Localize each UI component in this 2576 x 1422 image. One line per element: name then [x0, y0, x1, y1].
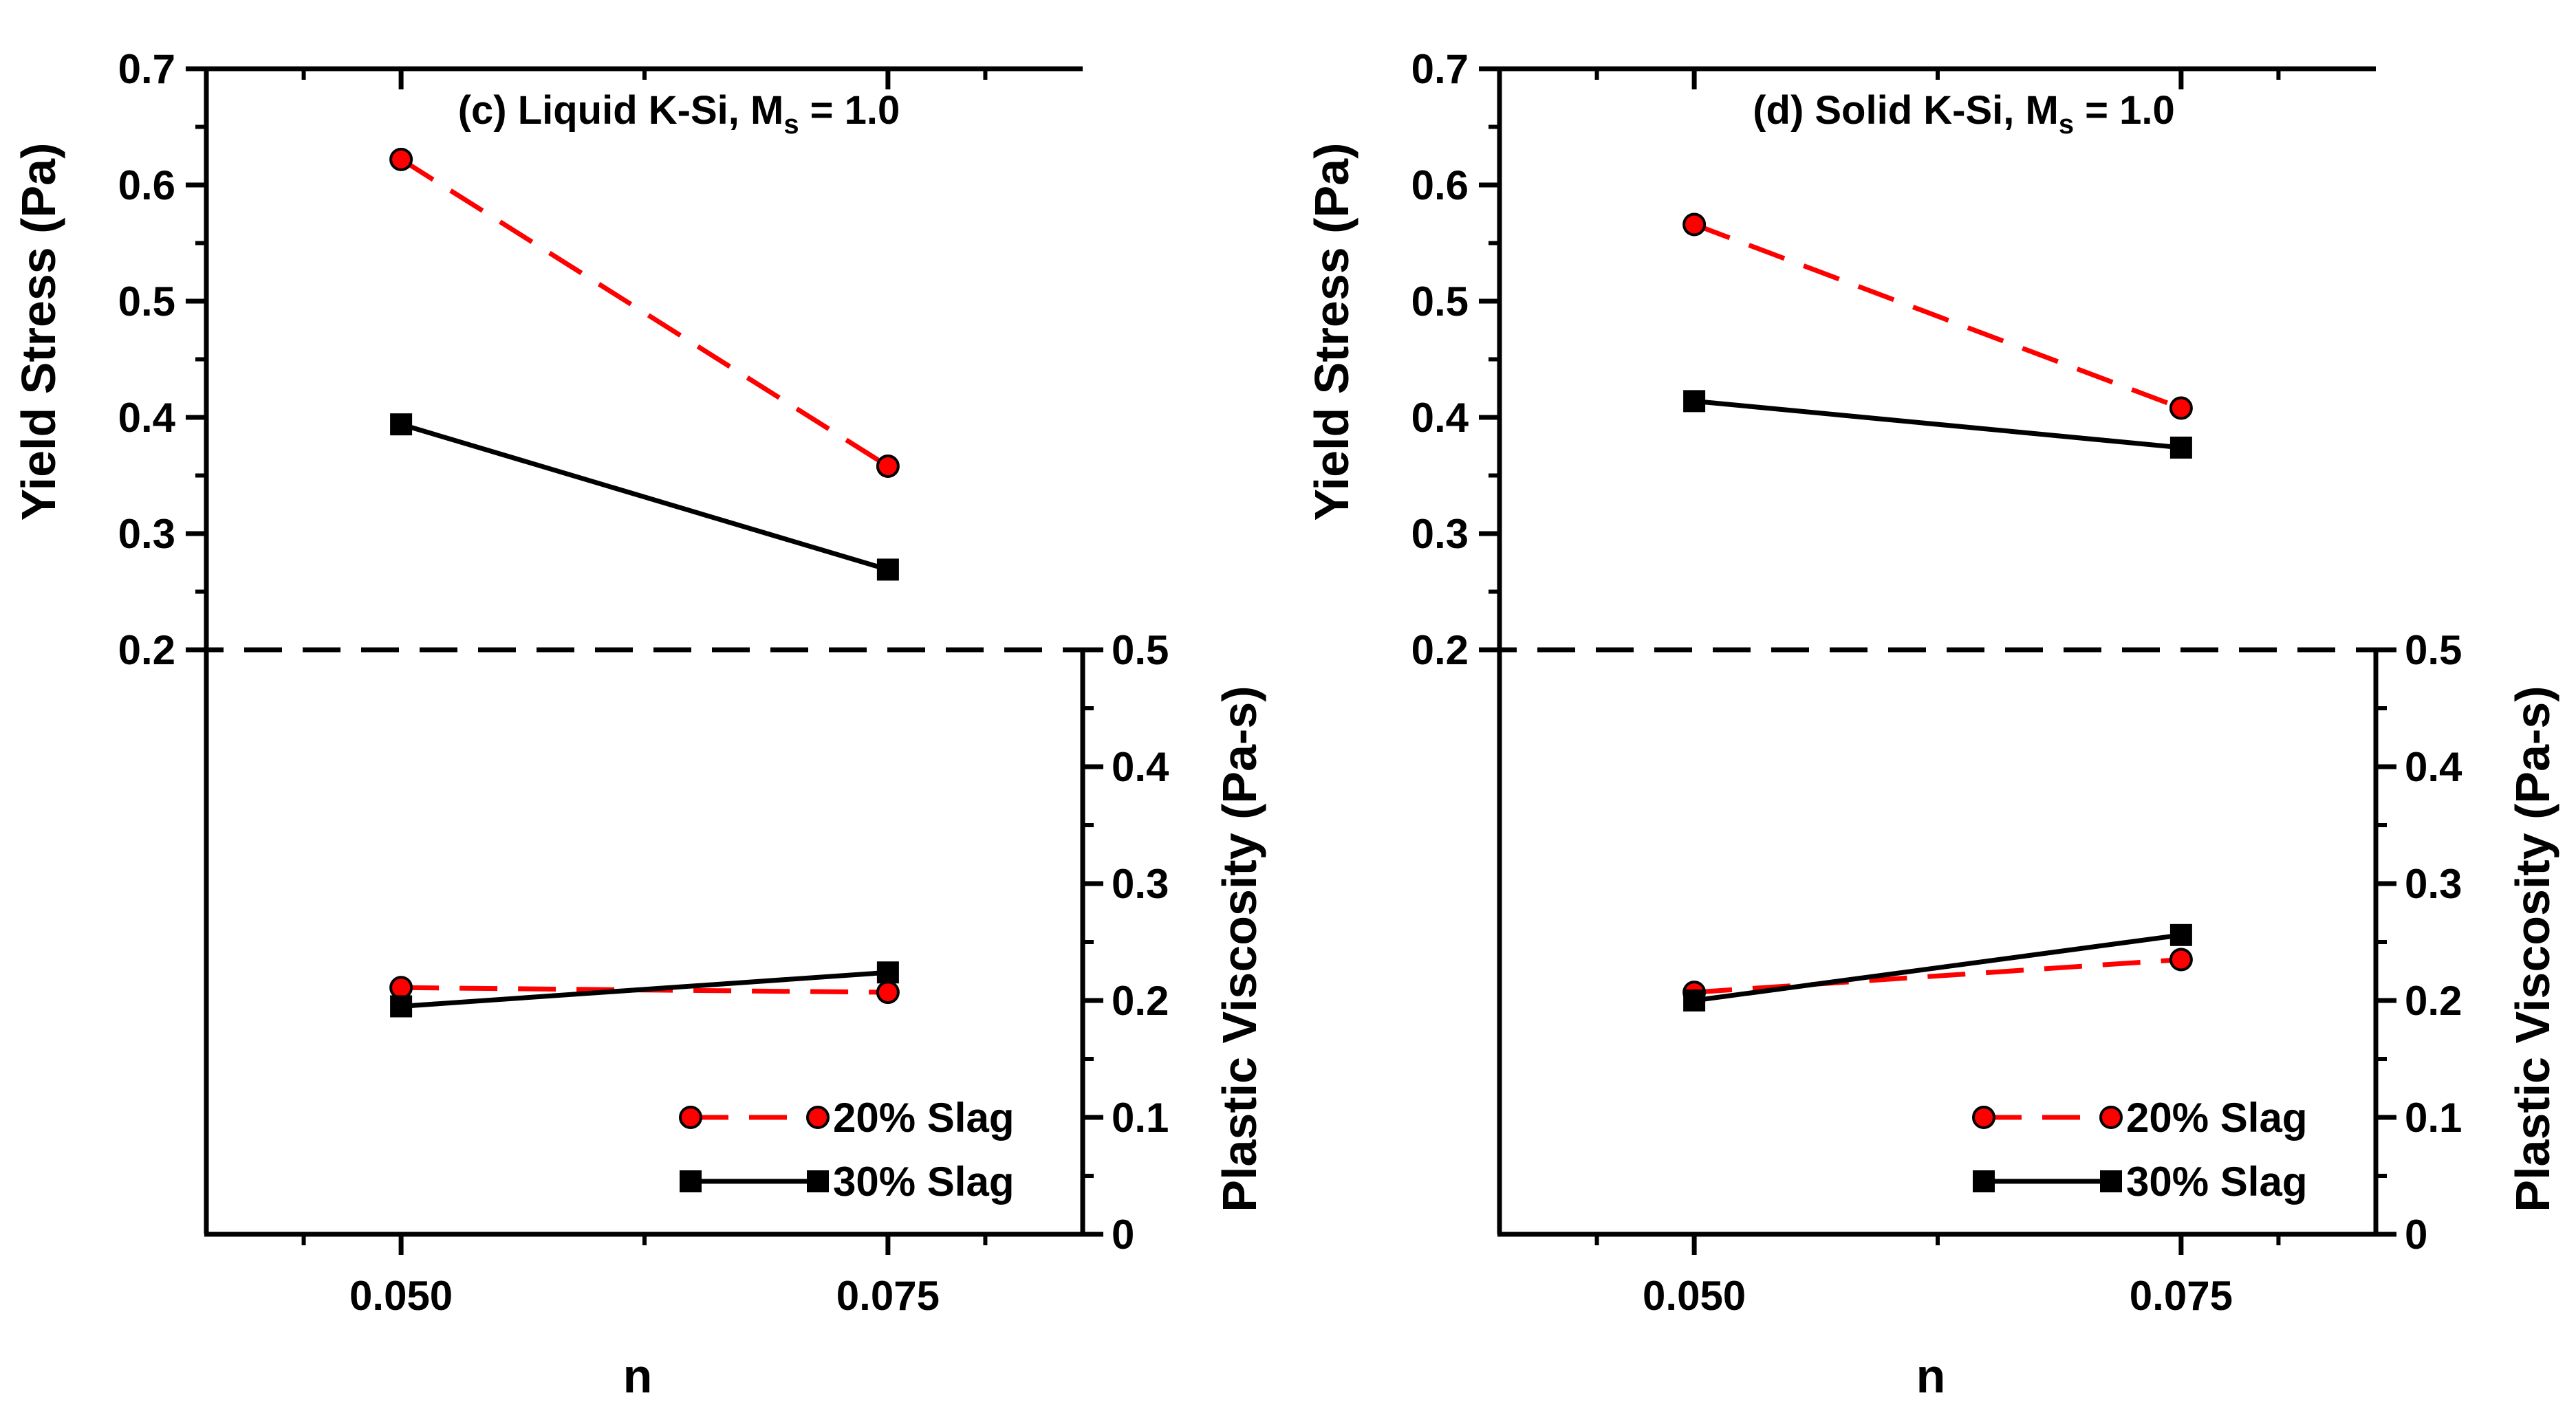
yield-tick-label: 0.6 [118, 162, 175, 208]
panel-title: (c) Liquid K-Si, Ms = 1.0 [458, 88, 900, 140]
yield-tick-label: 0.3 [118, 511, 175, 557]
viscosity-series-line-20-slag [1693, 957, 2182, 995]
legend-square-marker [1973, 1170, 1995, 1192]
x-tick-label: 0.050 [349, 1273, 453, 1319]
legend-square-marker [680, 1170, 702, 1192]
yield-tick-label: 0.7 [1411, 46, 1469, 92]
viscosity-tick-label: 0 [2405, 1212, 2427, 1258]
yield-tick-label: 0.4 [1411, 395, 1469, 441]
viscosity-tick-label: 0.5 [1112, 627, 1169, 673]
yield-tick-label: 0.3 [1411, 511, 1469, 557]
viscosity-tick-label: 0.4 [1112, 744, 1169, 790]
viscosity-tick-label: 0.3 [2405, 861, 2462, 907]
yield-tick-label: 0.4 [118, 395, 176, 441]
y-axis-title-viscosity: Plastic Viscosity (Pa-s) [2506, 686, 2559, 1212]
chart-panel-c: 0.2 0.3 0.4 0.5 0.6 0.7 0 0.1 0.2 0.3 0.4 0.5 0.050 0… [12, 46, 1266, 1403]
viscosity-tick-label: 0.4 [2405, 744, 2463, 790]
yield-point-20-slag-circle-marker [2169, 396, 2193, 420]
x-tick-label: 0.050 [1643, 1273, 1746, 1319]
viscosity-tick-label: 0.3 [1112, 861, 1169, 907]
legend-label: 30% Slag [2126, 1159, 2307, 1205]
yield-tick-label: 0.2 [118, 627, 175, 673]
panel-title-suffix: = 1.0 [799, 88, 900, 133]
panel-title-suffix: = 1.0 [2074, 88, 2175, 133]
legend-circle-marker [2099, 1106, 2123, 1129]
legend-circle-marker [806, 1106, 830, 1129]
yield-point-30-slag-square-marker [390, 413, 413, 436]
viscosity-point-30-slag-square-marker [1683, 989, 1706, 1011]
viscosity-point-20-slag-circle-marker [2169, 948, 2193, 972]
viscosity-point-20-slag-circle-marker [876, 981, 900, 1005]
chart-panel-d: 0.2 0.3 0.4 0.5 0.6 0.7 0 0.1 0.2 0.3 0.4 0.5 0.050 0… [1305, 46, 2559, 1403]
panel-title-subscript: s [2059, 109, 2074, 140]
viscosity-point-30-slag-square-marker [390, 995, 413, 1018]
yield-tick-label: 0.7 [118, 46, 175, 92]
yield-series-line-20-slag [1693, 222, 2183, 411]
yield-point-20-slag-circle-marker [876, 454, 900, 478]
viscosity-series-line-30-slag [1693, 932, 2182, 1003]
yield-series-line-30-slag [1693, 398, 2182, 450]
viscosity-point-20-slag-circle-marker [389, 976, 413, 1000]
viscosity-point-30-slag-square-marker [2169, 923, 2192, 946]
panel-title-main: (d) Solid K-Si, M [1753, 88, 2059, 133]
yield-point-20-slag-circle-marker [389, 147, 413, 171]
y-axis-title-yield: Yield Stress (Pa) [12, 143, 65, 521]
legend-square-marker [2100, 1170, 2122, 1192]
viscosity-tick-label: 0.1 [1112, 1095, 1169, 1141]
panel-title-main: (c) Liquid K-Si, M [458, 88, 784, 133]
yield-series-line-20-slag [400, 157, 889, 468]
x-axis-title: n [1916, 1349, 1946, 1403]
viscosity-tick-label: 0.5 [2405, 627, 2462, 673]
yield-point-30-slag-square-marker [876, 558, 899, 581]
panel-title: (d) Solid K-Si, Ms = 1.0 [1753, 88, 2175, 140]
x-axis-title: n [623, 1349, 653, 1403]
y-axis-title-viscosity: Plastic Viscosity (Pa-s) [1213, 686, 1266, 1212]
viscosity-tick-label: 0 [1112, 1212, 1134, 1258]
legend-circle-marker [1972, 1106, 1995, 1129]
viscosity-point-30-slag-square-marker [876, 961, 899, 984]
viscosity-tick-label: 0.2 [2405, 978, 2462, 1024]
viscosity-series-line-30-slag [400, 970, 889, 1009]
yield-point-30-slag-square-marker [2169, 436, 2192, 459]
panel-title-subscript: s [783, 109, 799, 140]
x-tick-label: 0.075 [836, 1273, 940, 1319]
yield-point-20-slag-circle-marker [1682, 212, 1707, 237]
legend-square-marker [807, 1170, 829, 1192]
yield-tick-label: 0.5 [1411, 278, 1469, 325]
yield-point-30-slag-square-marker [1683, 390, 1706, 413]
yield-series-line-30-slag [400, 422, 889, 572]
legend-label: 30% Slag [833, 1159, 1014, 1205]
viscosity-tick-label: 0.1 [2405, 1095, 2462, 1141]
legend-circle-marker [679, 1106, 702, 1129]
yield-tick-label: 0.2 [1411, 627, 1469, 673]
y-axis-title-yield: Yield Stress (Pa) [1305, 143, 1359, 521]
legend-label: 20% Slag [2126, 1095, 2307, 1141]
x-tick-label: 0.075 [2130, 1273, 2233, 1319]
legend-label: 20% Slag [833, 1095, 1014, 1141]
viscosity-tick-label: 0.2 [1112, 978, 1169, 1024]
yield-tick-label: 0.6 [1411, 162, 1469, 208]
yield-tick-label: 0.5 [118, 278, 175, 325]
